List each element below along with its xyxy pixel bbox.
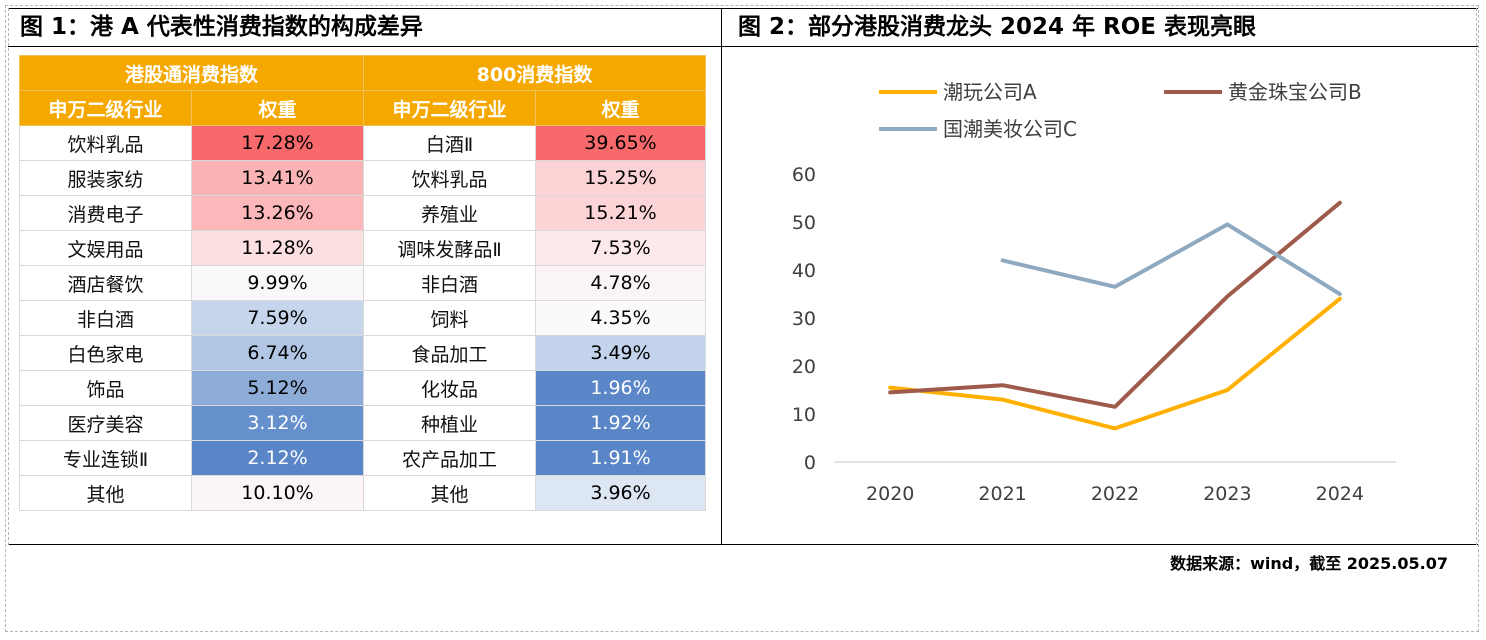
weight-cell: 15.25% xyxy=(535,160,706,196)
weight-cell: 5.12% xyxy=(191,370,364,406)
industry-cell: 文娱用品 xyxy=(19,230,192,266)
industry-cell: 服装家纺 xyxy=(19,160,192,196)
industry-cell: 化妆品 xyxy=(363,370,536,406)
weight-cell: 4.78% xyxy=(535,265,706,301)
panel-divider xyxy=(721,8,722,545)
y-tick-label: 30 xyxy=(792,308,816,330)
table-row: 专业连锁Ⅱ 2.12% 农产品加工 1.91% xyxy=(19,440,706,476)
y-tick-label: 60 xyxy=(792,164,816,186)
y-tick-label: 50 xyxy=(792,212,816,234)
col-header-industry: 申万二级行业 xyxy=(363,90,536,126)
industry-cell: 白色家电 xyxy=(19,335,192,371)
y-tick-label: 40 xyxy=(792,260,816,282)
industry-cell: 食品加工 xyxy=(363,335,536,371)
y-tick-label: 20 xyxy=(792,356,816,378)
y-tick-label: 10 xyxy=(792,404,816,426)
industry-cell: 非白酒 xyxy=(19,300,192,336)
x-tick-label: 2021 xyxy=(978,483,1026,505)
weight-cell: 3.49% xyxy=(535,335,706,371)
weight-cell: 13.41% xyxy=(191,160,364,196)
industry-cell: 养殖业 xyxy=(363,195,536,231)
table-row: 其他 10.10% 其他 3.96% xyxy=(19,475,706,511)
industry-cell: 白酒Ⅱ xyxy=(363,125,536,161)
weight-cell: 39.65% xyxy=(535,125,706,161)
table-row: 白色家电 6.74% 食品加工 3.49% xyxy=(19,335,706,371)
industry-cell: 非白酒 xyxy=(363,265,536,301)
weight-cell: 2.12% xyxy=(191,440,364,476)
x-tick-label: 2020 xyxy=(866,483,914,505)
industry-cell: 调味发酵品Ⅱ xyxy=(363,230,536,266)
table-row: 酒店餐饮 9.99% 非白酒 4.78% xyxy=(19,265,706,301)
weight-cell: 1.96% xyxy=(535,370,706,406)
weight-cell: 11.28% xyxy=(191,230,364,266)
weight-cell: 10.10% xyxy=(191,475,364,511)
industry-cell: 酒店餐饮 xyxy=(19,265,192,301)
right-edge xyxy=(1476,8,1477,545)
weight-cell: 3.12% xyxy=(191,405,364,441)
left-edge xyxy=(8,8,9,545)
industry-cell: 其他 xyxy=(363,475,536,511)
industry-cell: 其他 xyxy=(19,475,192,511)
industry-cell: 消费电子 xyxy=(19,195,192,231)
industry-cell: 饰品 xyxy=(19,370,192,406)
top-rule xyxy=(8,8,1478,9)
table-row: 消费电子 13.26% 养殖业 15.21% xyxy=(19,195,706,231)
industry-cell: 专业连锁Ⅱ xyxy=(19,440,192,476)
weight-cell: 7.53% xyxy=(535,230,706,266)
weights-table: 港股通消费指数 800消费指数 申万二级行业 权重 申万二级行业 权重 饮料乳品… xyxy=(19,55,706,511)
industry-cell: 饲料 xyxy=(363,300,536,336)
roe-line-chart: 0 10 20 30 40 50 60 2020 2021 2022 2023 2024 潮玩公司A 黄金… xyxy=(792,80,1396,505)
weight-cell: 1.92% xyxy=(535,405,706,441)
x-tick-label: 2022 xyxy=(1091,483,1139,505)
legend-label: 潮玩公司A xyxy=(943,80,1037,104)
weight-cell: 15.21% xyxy=(535,195,706,231)
table-row: 饰品 5.12% 化妆品 1.96% xyxy=(19,370,706,406)
table-row: 医疗美容 3.12% 种植业 1.92% xyxy=(19,405,706,441)
series-line-1 xyxy=(888,296,1342,431)
weight-cell: 13.26% xyxy=(191,195,364,231)
industry-cell: 医疗美容 xyxy=(19,405,192,441)
col-header-weight: 权重 xyxy=(191,90,364,126)
industry-cell: 农产品加工 xyxy=(363,440,536,476)
legend-label: 国潮美妆公司C xyxy=(943,117,1077,141)
weight-cell: 7.59% xyxy=(191,300,364,336)
table-row: 非白酒 7.59% 饲料 4.35% xyxy=(19,300,706,336)
col-header-weight: 权重 xyxy=(535,90,706,126)
y-tick-label: 0 xyxy=(804,452,816,474)
table-row: 饮料乳品 17.28% 白酒Ⅱ 39.65% xyxy=(19,125,706,161)
group-header-800: 800消费指数 xyxy=(363,55,706,91)
weight-cell: 9.99% xyxy=(191,265,364,301)
group-header-hk-connect: 港股通消费指数 xyxy=(19,55,364,91)
legend-label: 黄金珠宝公司B xyxy=(1228,80,1362,104)
weight-cell: 17.28% xyxy=(191,125,364,161)
col-header-industry: 申万二级行业 xyxy=(19,90,192,126)
x-tick-label: 2024 xyxy=(1316,483,1364,505)
industry-cell: 种植业 xyxy=(363,405,536,441)
weight-cell: 6.74% xyxy=(191,335,364,371)
weight-cell: 3.96% xyxy=(535,475,706,511)
weight-cell: 1.91% xyxy=(535,440,706,476)
industry-cell: 饮料乳品 xyxy=(19,125,192,161)
weight-cell: 4.35% xyxy=(535,300,706,336)
figure2-title: 图 2：部分港股消费龙头 2024 年 ROE 表现亮眼 xyxy=(738,14,1257,40)
table-row: 文娱用品 11.28% 调味发酵品Ⅱ 7.53% xyxy=(19,230,706,266)
industry-cell: 饮料乳品 xyxy=(363,160,536,196)
series-line-2 xyxy=(888,200,1342,409)
table-row: 服装家纺 13.41% 饮料乳品 15.25% xyxy=(19,160,706,196)
bottom-rule xyxy=(8,544,1478,545)
series-line-3 xyxy=(1000,222,1342,296)
figure1-title: 图 1：港 A 代表性消费指数的构成差异 xyxy=(20,14,423,40)
data-source: 数据来源：wind，截至 2025.05.07 xyxy=(1170,554,1448,573)
outer-frame xyxy=(5,5,1479,632)
title-rule xyxy=(8,46,1478,47)
x-tick-label: 2023 xyxy=(1203,483,1251,505)
